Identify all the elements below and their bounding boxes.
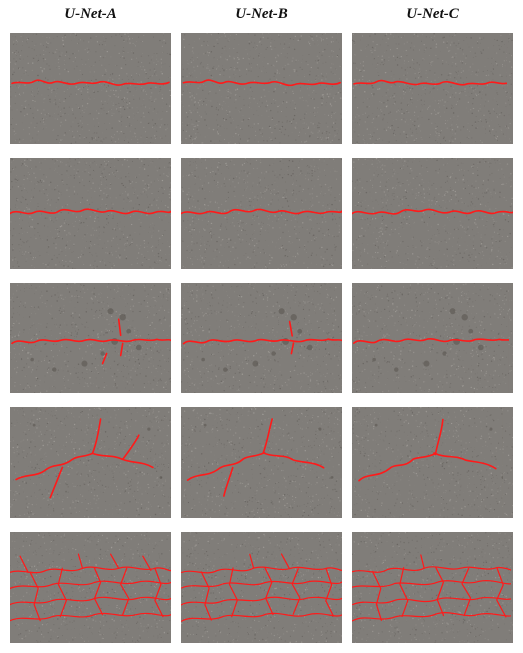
image-grid	[10, 33, 513, 643]
result-cell-r4-c1	[10, 407, 171, 518]
result-cell-r5-c3	[352, 532, 513, 643]
column-headers: U-Net-A U-Net-B U-Net-C	[10, 6, 513, 23]
result-cell-r2-c3	[352, 158, 513, 269]
result-cell-r1-c1	[10, 33, 171, 144]
result-cell-r1-c2	[181, 33, 342, 144]
result-cell-r1-c3	[352, 33, 513, 144]
header-col-b: U-Net-B	[181, 6, 342, 23]
result-cell-r3-c1	[10, 283, 171, 394]
result-cell-r2-c2	[181, 158, 342, 269]
result-cell-r3-c2	[181, 283, 342, 394]
figure-grid: U-Net-A U-Net-B U-Net-C	[0, 0, 523, 653]
result-cell-r5-c2	[181, 532, 342, 643]
result-cell-r2-c1	[10, 158, 171, 269]
result-cell-r4-c3	[352, 407, 513, 518]
header-col-c: U-Net-C	[352, 6, 513, 23]
result-cell-r3-c3	[352, 283, 513, 394]
header-col-a: U-Net-A	[10, 6, 171, 23]
result-cell-r5-c1	[10, 532, 171, 643]
result-cell-r4-c2	[181, 407, 342, 518]
